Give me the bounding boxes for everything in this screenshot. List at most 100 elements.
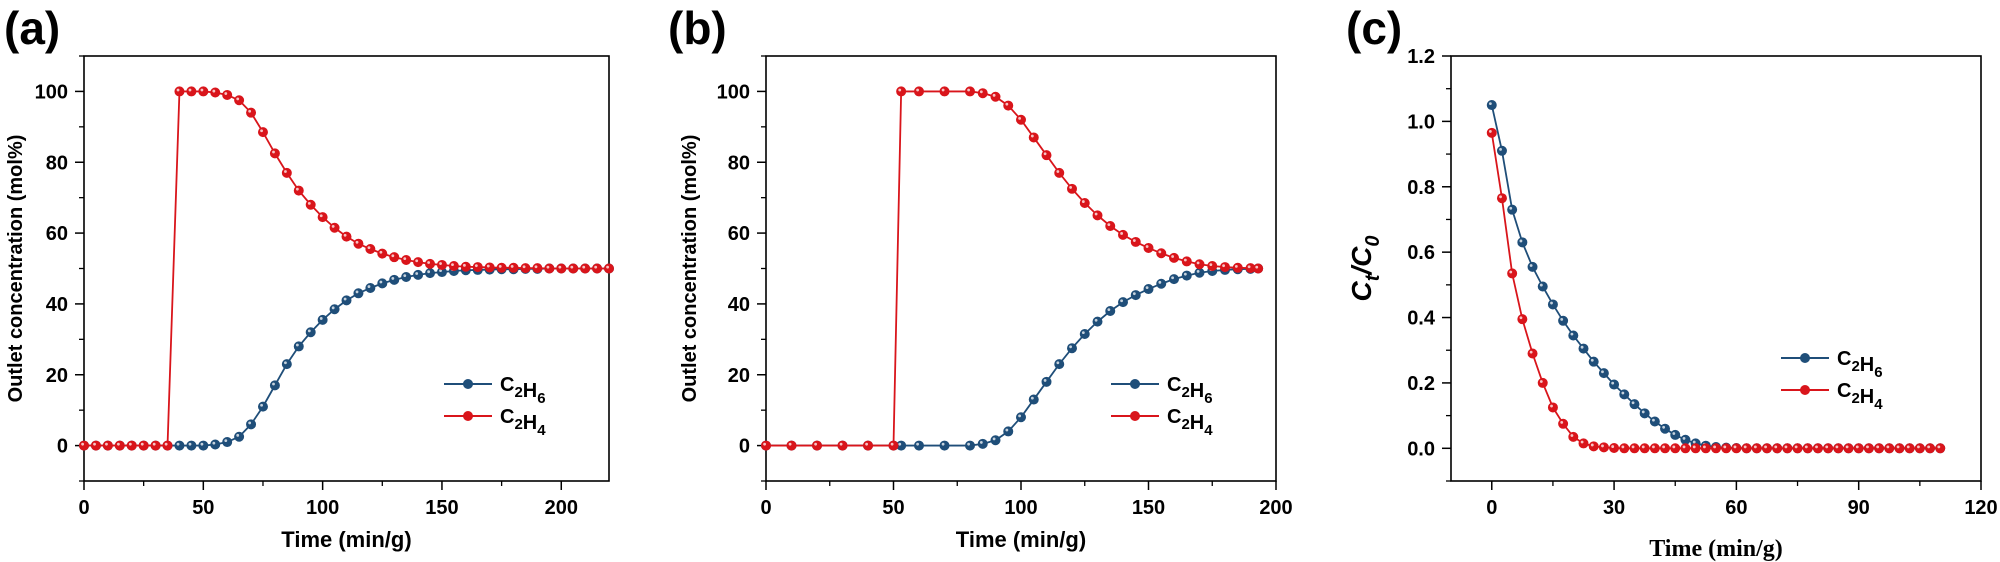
plot-frame: [1450, 55, 1982, 482]
y-axis-title: Outlet concentration (mol%): [5, 135, 27, 403]
data-point: [246, 419, 257, 430]
data-point-highlight: [105, 442, 108, 446]
data-point-highlight: [1927, 445, 1931, 449]
data-point-highlight: [116, 442, 120, 446]
data-point: [329, 304, 340, 315]
series-c2h4: [1486, 127, 1946, 454]
data-point-highlight: [839, 442, 843, 446]
data-point-highlight: [1529, 350, 1533, 354]
x-tick-label: 0: [760, 497, 771, 519]
y-tick-label: 0: [57, 436, 68, 458]
x-tick-label: 50: [882, 497, 904, 519]
data-point-highlight: [343, 297, 347, 301]
y-axis-title: Outlet concentration (mol%): [679, 135, 701, 403]
data-point-highlight: [1662, 425, 1666, 429]
data-point: [1761, 443, 1772, 454]
data-point-highlight: [1519, 239, 1523, 243]
data-point-highlight: [1743, 445, 1747, 449]
data-point: [1118, 229, 1129, 240]
data-point-highlight: [967, 88, 970, 92]
data-point: [90, 440, 101, 451]
data-point-highlight: [1723, 445, 1727, 449]
data-point-highlight: [81, 442, 84, 446]
panel-label: (a): [4, 2, 60, 54]
data-point: [174, 440, 185, 451]
data-point-highlight: [1234, 264, 1238, 268]
data-point-highlight: [1631, 445, 1635, 449]
data-point: [1884, 443, 1895, 454]
data-point: [1232, 262, 1243, 273]
data-point-highlight: [1043, 379, 1047, 382]
data-point: [126, 440, 137, 451]
data-point: [1067, 183, 1078, 194]
data-point: [1935, 443, 1946, 454]
data-point: [341, 231, 352, 242]
data-point-highlight: [236, 97, 240, 101]
x-axis-title: Time (min/g): [956, 527, 1086, 552]
data-point-highlight: [367, 246, 371, 250]
data-point: [1143, 242, 1154, 253]
data-point-highlight: [343, 233, 347, 237]
data-point: [1016, 114, 1027, 125]
y-tick-label: 0.4: [1407, 308, 1436, 330]
data-point-highlight: [1672, 432, 1676, 435]
data-point: [1894, 443, 1905, 454]
data-point: [1721, 443, 1732, 454]
data-point: [1105, 305, 1116, 316]
data-point-highlight: [1692, 440, 1696, 444]
data-point: [425, 268, 436, 279]
legend-swatch-marker: [1130, 411, 1140, 421]
legend-label: C2H6: [1837, 348, 1883, 381]
data-point: [1609, 379, 1620, 390]
data-point: [1207, 261, 1218, 272]
data-point-highlight: [979, 90, 983, 94]
data-point: [1156, 278, 1167, 289]
data-point: [198, 86, 209, 97]
data-point: [1194, 259, 1205, 270]
data-point-highlight: [200, 88, 204, 92]
data-point: [365, 282, 376, 293]
data-point-highlight: [1794, 445, 1798, 449]
chart-panel-b: (b) 0 50 100 150 200 0 20 40 60 80 100 Time (min/g) O…: [668, 2, 1293, 552]
data-point: [1670, 429, 1681, 440]
data-point-highlight: [1539, 380, 1543, 383]
data-point: [837, 440, 848, 451]
data-point: [305, 327, 316, 338]
data-point: [520, 263, 531, 274]
data-point: [317, 314, 328, 325]
data-point-highlight: [1056, 170, 1060, 173]
data-point-highlight: [295, 187, 299, 191]
data-point: [305, 199, 316, 210]
data-point: [472, 262, 483, 273]
data-point: [281, 167, 292, 178]
data-point-highlight: [1570, 434, 1574, 437]
data-point: [1680, 434, 1691, 445]
data-point: [977, 438, 988, 449]
data-point-highlight: [1529, 264, 1533, 267]
data-point-highlight: [1611, 445, 1615, 448]
data-point-highlight: [1662, 445, 1666, 449]
data-point: [1054, 359, 1065, 370]
data-point: [939, 86, 950, 97]
data-point: [246, 107, 257, 118]
data-point-highlight: [1183, 258, 1187, 262]
y-tick-label: 1.0: [1407, 111, 1435, 133]
data-point: [1914, 443, 1925, 454]
data-point-highlight: [498, 264, 502, 268]
data-point: [1629, 399, 1640, 410]
data-point: [1558, 418, 1569, 429]
data-point: [508, 262, 519, 273]
data-point: [198, 440, 209, 451]
data-point: [341, 295, 352, 306]
data-point: [965, 86, 976, 97]
data-point-highlight: [1209, 263, 1213, 267]
x-axis-title: Time (min/g): [1649, 536, 1783, 562]
data-point: [1156, 248, 1167, 259]
data-point-highlight: [212, 89, 216, 93]
data-point: [281, 359, 292, 370]
data-point-highlight: [260, 129, 263, 133]
data-point-highlight: [1222, 264, 1225, 268]
data-point: [1054, 167, 1065, 178]
data-point-highlight: [1488, 102, 1492, 106]
data-point: [863, 440, 874, 451]
